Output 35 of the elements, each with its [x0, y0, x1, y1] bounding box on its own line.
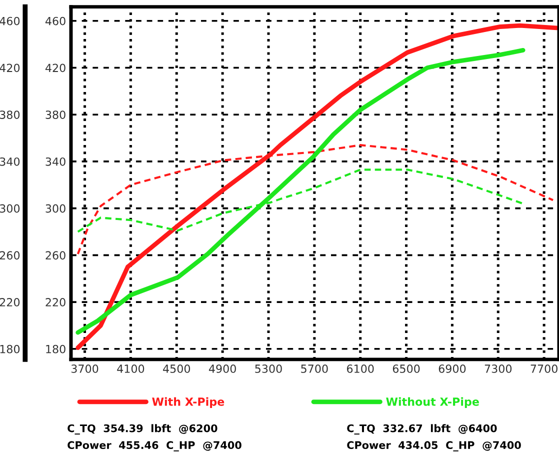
x-tick-label: 6100	[346, 364, 374, 373]
y2-tick-label: 180	[46, 344, 66, 354]
y-tick-label: 300	[0, 204, 20, 213]
text: C_TQ 354.39 lbft @6200	[68, 424, 218, 435]
x-tick-label: 7300	[484, 364, 512, 373]
x-tick-label: 4100	[117, 364, 144, 373]
x-tick-label: 6900	[438, 364, 466, 373]
line-series	[76, 23, 559, 350]
y-tick-label: 380	[0, 110, 20, 119]
y2-tick-label: 340	[46, 157, 66, 166]
line-series	[76, 48, 526, 335]
text: Without X-Pipe	[386, 397, 479, 408]
x-tick-label: 5700	[301, 364, 328, 373]
y2-tick-label: 460	[45, 16, 66, 26]
y-tick-label: 340	[0, 157, 20, 166]
y-tick-label: 220	[0, 298, 20, 306]
x-tick-label: 5300	[255, 364, 282, 373]
y-tick-label: 180	[0, 344, 20, 354]
y2-tick-label: 260	[46, 251, 66, 260]
x-tick-label: 3700	[71, 364, 98, 373]
y-tick-label: 460	[0, 16, 20, 26]
y2-tick-label: 220	[46, 298, 66, 306]
text: CPower 455.46 C_HP @7400	[68, 441, 242, 452]
y-tick-label: 420	[0, 64, 20, 72]
y-tick-label: 260	[0, 251, 20, 260]
y2-tick-label: 380	[46, 110, 66, 119]
y2-tick-label: 420	[45, 64, 66, 72]
x-tick-label: 4500	[163, 364, 190, 373]
x-tick-label: 7700	[530, 364, 558, 373]
x-tick-label: 4900	[208, 364, 236, 373]
text: With X-Pipe	[152, 397, 224, 408]
x-tick-label: 6500	[392, 364, 420, 373]
y2-tick-label: 300	[46, 204, 66, 213]
text: C_TQ 332.67 lbft @6400	[347, 424, 497, 435]
text: CPower 434.05 C_HP @7400	[347, 441, 521, 452]
